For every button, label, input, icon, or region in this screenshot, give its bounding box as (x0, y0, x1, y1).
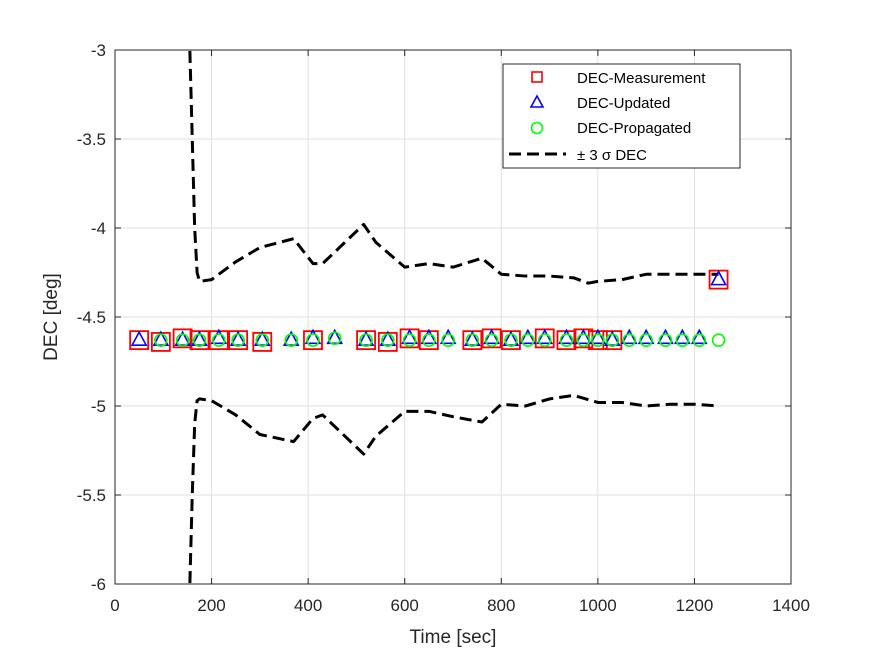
legend-label-measurement: DEC-Measurement (577, 70, 706, 87)
updated-point (282, 330, 300, 346)
updated-point (575, 328, 592, 345)
updated-point (379, 330, 397, 346)
x-tick-label: 400 (294, 596, 322, 615)
updated-point (558, 328, 575, 345)
propagated-point (465, 333, 480, 347)
legend-entry-updated: DEC-Updated (529, 94, 670, 112)
y-tick-label: -3 (91, 41, 106, 60)
x-tick-label: 1000 (579, 596, 617, 615)
propagated-point (711, 333, 726, 347)
x-tick-labels: 0 200 400 600 800 1000 1200 1400 (110, 596, 810, 615)
propagated-point (576, 333, 591, 347)
propagated-point (284, 333, 299, 347)
propagated-point (504, 333, 518, 347)
measurement-point (172, 328, 193, 349)
propagated-point (658, 333, 673, 347)
propagated-point (484, 333, 499, 347)
legend-label-bounds: ± 3 σ DEC (577, 147, 647, 164)
legend-entry-measurement: DEC-Measurement (531, 70, 706, 87)
propagated-point (402, 333, 417, 347)
x-tick-label: 800 (487, 596, 515, 615)
legend-label-updated: DEC-Updated (577, 95, 670, 112)
y-tick-label: -5 (91, 397, 106, 416)
legend-entry-propagated: DEC-Propagated (530, 120, 691, 137)
x-tick-label: 600 (391, 596, 419, 615)
x-tick-label: 0 (110, 596, 119, 615)
updated-point (253, 330, 271, 346)
updated-point (519, 328, 537, 345)
updated-point (620, 328, 638, 345)
legend-circle-marker (530, 121, 544, 135)
propagated-point (327, 331, 342, 346)
legend-square-marker (531, 71, 543, 83)
upper-sigma-bound-line (188, 50, 719, 285)
sigma-bounds (188, 50, 719, 584)
updated-point (229, 330, 247, 346)
x-tick-label: 1400 (772, 596, 810, 615)
propagated-point (441, 333, 455, 347)
x-axis-label: Time [sec] (410, 627, 497, 648)
updated-point (657, 328, 674, 345)
axis-ticks (114, 49, 792, 585)
legend: DEC-Measurement DEC-Updated DEC-Propagat… (502, 63, 741, 169)
y-tick-label: -4 (91, 219, 106, 238)
updated-point (357, 330, 375, 346)
propagated-point (675, 333, 690, 347)
updated-point (420, 328, 438, 345)
propagated-point (605, 333, 620, 347)
updated-point (589, 328, 607, 345)
updated-point (690, 328, 708, 345)
propagated-point (175, 333, 190, 347)
propagated-point (212, 333, 226, 347)
y-tick-label: -5.5 (77, 486, 106, 505)
updated-point (174, 330, 191, 346)
y-tick-label: -4.5 (77, 308, 106, 327)
lower-sigma-bound-line (188, 393, 719, 584)
updated-point (152, 330, 170, 346)
propagated-point (231, 333, 245, 347)
updated-point (674, 328, 691, 345)
y-axis-label: DEC [deg] (41, 273, 62, 361)
propagated-point (306, 333, 320, 347)
updated-point (604, 330, 621, 346)
updated-point (536, 328, 554, 345)
y-tick-label: -3.5 (77, 130, 106, 149)
updated-point (710, 269, 727, 286)
propagated-point (255, 333, 270, 347)
legend-label-propagated: DEC-Propagated (577, 120, 691, 137)
updated-point (439, 328, 457, 345)
updated-point (401, 328, 418, 345)
x-tick-label: 200 (197, 596, 225, 615)
propagated-point (622, 333, 637, 347)
x-tick-label: 1200 (676, 596, 714, 615)
propagated-point (537, 333, 552, 347)
updated-point (326, 328, 344, 345)
propagated-point (192, 333, 207, 347)
y-tick-label: -6 (91, 575, 106, 594)
propagated-point (591, 333, 605, 347)
y-tick-labels: -6 -5.5 -5 -4.5 -4 -3.5 -3 (77, 41, 106, 594)
propagated-point (359, 333, 373, 347)
legend-triangle-marker (529, 94, 545, 108)
propagated-point (521, 333, 535, 347)
propagated-point (422, 333, 436, 347)
data-markers (129, 269, 729, 352)
propagated-point (381, 333, 395, 347)
updated-point (637, 328, 655, 345)
updated-point (210, 328, 228, 345)
updated-point (483, 328, 500, 345)
updated-point (130, 330, 148, 346)
propagated-point (559, 333, 574, 347)
updated-point (304, 328, 322, 345)
propagated-point (639, 333, 653, 347)
updated-point (191, 330, 208, 346)
propagated-point (154, 333, 168, 347)
updated-point (463, 330, 481, 346)
legend-entry-bounds: ± 3 σ DEC (509, 147, 647, 164)
propagated-point (692, 333, 707, 347)
updated-point (502, 330, 520, 346)
